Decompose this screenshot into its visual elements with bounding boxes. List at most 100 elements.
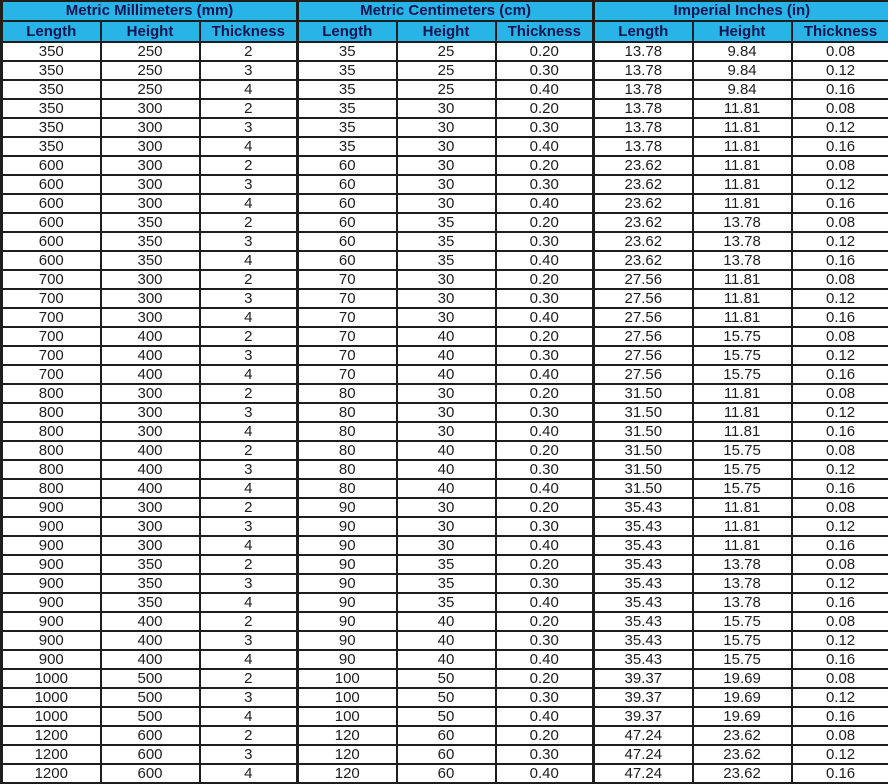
table-cell: 2 bbox=[200, 726, 298, 745]
table-cell: 350 bbox=[2, 80, 101, 99]
table-cell: 13.78 bbox=[594, 99, 693, 118]
table-cell: 700 bbox=[2, 346, 101, 365]
table-cell: 800 bbox=[2, 441, 101, 460]
table-cell: 30 bbox=[397, 308, 496, 327]
table-cell: 0.40 bbox=[496, 707, 594, 726]
table-cell: 13.78 bbox=[594, 61, 693, 80]
table-cell: 3 bbox=[200, 517, 298, 536]
table-cell: 13.78 bbox=[594, 80, 693, 99]
table-cell: 11.81 bbox=[693, 517, 792, 536]
table-cell: 11.81 bbox=[693, 194, 792, 213]
table-cell: 0.12 bbox=[792, 175, 888, 194]
table-cell: 70 bbox=[298, 289, 397, 308]
table-cell: 0.16 bbox=[792, 764, 888, 783]
table-cell: 80 bbox=[298, 384, 397, 403]
table-cell: 300 bbox=[101, 194, 200, 213]
table-cell: 300 bbox=[101, 498, 200, 517]
group-header-mm: Metric Millimeters (mm) bbox=[2, 1, 298, 21]
table-cell: 0.16 bbox=[792, 251, 888, 270]
table-cell: 13.78 bbox=[693, 232, 792, 251]
table-cell: 39.37 bbox=[594, 688, 693, 707]
table-cell: 11.81 bbox=[693, 270, 792, 289]
table-cell: 30 bbox=[397, 384, 496, 403]
table-cell: 15.75 bbox=[693, 650, 792, 669]
table-cell: 0.20 bbox=[496, 327, 594, 346]
table-cell: 600 bbox=[2, 232, 101, 251]
table-cell: 500 bbox=[101, 669, 200, 688]
table-cell: 0.16 bbox=[792, 593, 888, 612]
table-cell: 11.81 bbox=[693, 137, 792, 156]
table-cell: 3 bbox=[200, 175, 298, 194]
table-cell: 11.81 bbox=[693, 99, 792, 118]
table-cell: 4 bbox=[200, 707, 298, 726]
table-cell: 80 bbox=[298, 441, 397, 460]
table-cell: 4 bbox=[200, 593, 298, 612]
table-cell: 0.20 bbox=[496, 555, 594, 574]
table-cell: 0.20 bbox=[496, 726, 594, 745]
table-cell: 300 bbox=[101, 384, 200, 403]
table-cell: 0.08 bbox=[792, 498, 888, 517]
column-header-in-thickness: Thickness bbox=[792, 21, 888, 42]
table-cell: 35.43 bbox=[594, 517, 693, 536]
table-cell: 800 bbox=[2, 403, 101, 422]
table-cell: 0.08 bbox=[792, 156, 888, 175]
table-cell: 400 bbox=[101, 327, 200, 346]
table-cell: 800 bbox=[2, 460, 101, 479]
table-cell: 23.62 bbox=[594, 194, 693, 213]
table-cell: 35 bbox=[298, 118, 397, 137]
table-cell: 0.12 bbox=[792, 346, 888, 365]
table-cell: 35 bbox=[298, 61, 397, 80]
table-cell: 35.43 bbox=[594, 555, 693, 574]
table-cell: 60 bbox=[397, 745, 496, 764]
table-cell: 4 bbox=[200, 479, 298, 498]
table-cell: 2 bbox=[200, 156, 298, 175]
table-cell: 11.81 bbox=[693, 118, 792, 137]
table-cell: 0.12 bbox=[792, 61, 888, 80]
table-cell: 90 bbox=[298, 612, 397, 631]
table-cell: 19.69 bbox=[693, 707, 792, 726]
table-cell: 700 bbox=[2, 289, 101, 308]
table-cell: 23.62 bbox=[693, 726, 792, 745]
table-cell: 350 bbox=[2, 42, 101, 61]
table-cell: 0.16 bbox=[792, 479, 888, 498]
table-cell: 0.08 bbox=[792, 384, 888, 403]
table-cell: 2 bbox=[200, 498, 298, 517]
table-cell: 35 bbox=[397, 555, 496, 574]
table-cell: 13.78 bbox=[594, 137, 693, 156]
table-cell: 600 bbox=[101, 745, 200, 764]
table-cell: 3 bbox=[200, 460, 298, 479]
table-cell: 2 bbox=[200, 42, 298, 61]
table-cell: 0.16 bbox=[792, 194, 888, 213]
table-cell: 1200 bbox=[2, 726, 101, 745]
table-cell: 350 bbox=[2, 61, 101, 80]
table-cell: 120 bbox=[298, 726, 397, 745]
table-cell: 3 bbox=[200, 574, 298, 593]
table-cell: 27.56 bbox=[594, 327, 693, 346]
table-cell: 35.43 bbox=[594, 612, 693, 631]
table-cell: 60 bbox=[397, 764, 496, 783]
table-cell: 0.40 bbox=[496, 422, 594, 441]
table-cell: 2 bbox=[200, 555, 298, 574]
table-cell: 30 bbox=[397, 99, 496, 118]
table-cell: 2 bbox=[200, 99, 298, 118]
table-cell: 80 bbox=[298, 460, 397, 479]
table-cell: 13.78 bbox=[594, 118, 693, 137]
table-cell: 9.84 bbox=[693, 42, 792, 61]
table-cell: 40 bbox=[397, 365, 496, 384]
table-cell: 600 bbox=[2, 194, 101, 213]
table-cell: 600 bbox=[2, 251, 101, 270]
table-cell: 35 bbox=[298, 42, 397, 61]
table-cell: 600 bbox=[101, 764, 200, 783]
table-cell: 30 bbox=[397, 289, 496, 308]
table-cell: 900 bbox=[2, 631, 101, 650]
table-cell: 0.12 bbox=[792, 403, 888, 422]
